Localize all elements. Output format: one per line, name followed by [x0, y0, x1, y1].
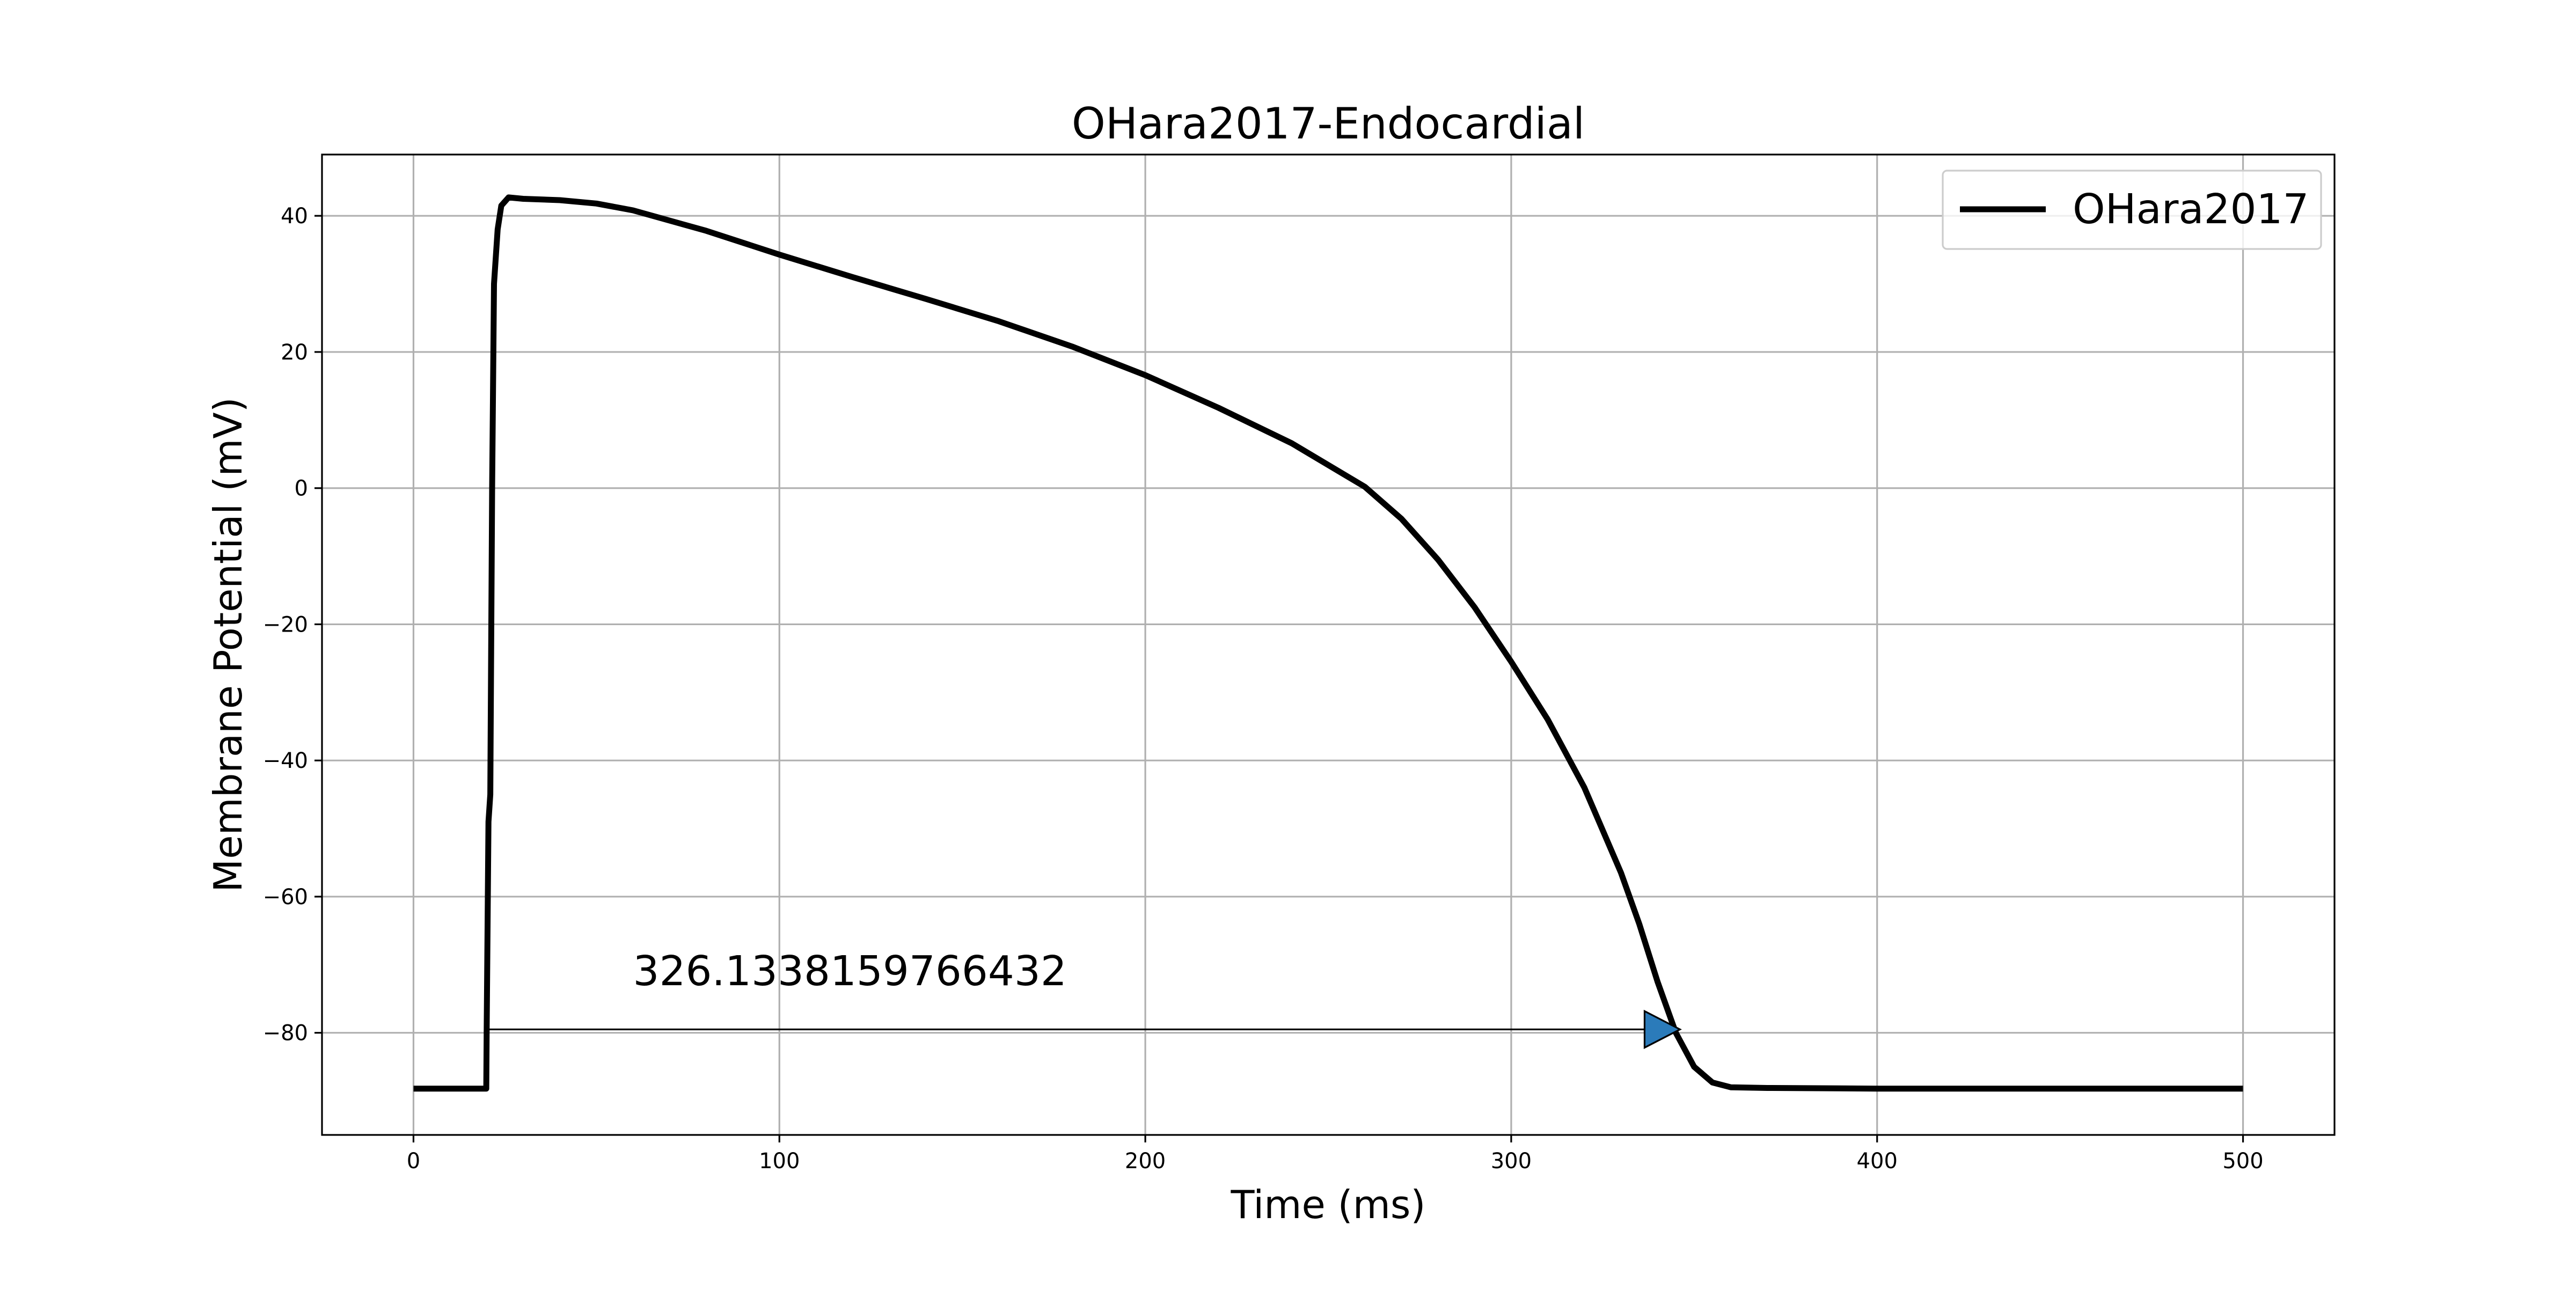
plot-frame	[321, 153, 2336, 1136]
legend: OHara2017	[1942, 170, 2322, 250]
series-line-ohara2017	[413, 194, 2243, 1092]
grid	[322, 155, 2334, 1135]
x-tick-label: 200	[1125, 1149, 1166, 1174]
legend-label-ohara2017: OHara2017	[2073, 186, 2309, 233]
chart-title: OHara2017-Endocardial	[1072, 99, 1585, 149]
ticks: 0 100 200 300 400 500 −80 −60 −40 −20 0 20 40	[263, 204, 2264, 1174]
annotation-layer: 326.1338159766432	[486, 948, 1682, 1049]
y-axis-label: Membrane Potential (mV)	[206, 397, 251, 892]
y-tick-label: 40	[281, 204, 308, 229]
x-axis-label: Time (ms)	[1231, 1182, 1426, 1227]
annotation-arrow-head	[1643, 1009, 1682, 1049]
y-tick-label: −20	[263, 612, 308, 637]
x-tick-label: 100	[759, 1149, 800, 1174]
y-tick-label: 0	[295, 477, 308, 501]
series-layer	[413, 194, 2243, 1092]
x-tick-label: 500	[2222, 1149, 2263, 1174]
x-tick-label: 400	[1857, 1149, 1898, 1174]
y-tick-label: 20	[281, 340, 308, 365]
x-tick-label: 0	[407, 1149, 420, 1174]
y-tick-label: −60	[263, 885, 308, 910]
x-tick-label: 300	[1491, 1149, 1532, 1174]
y-tick-label: −40	[263, 749, 308, 773]
legend-box	[1942, 170, 2322, 250]
y-tick-label: −80	[263, 1021, 308, 1046]
annotation-text: 326.1338159766432	[633, 948, 1067, 995]
